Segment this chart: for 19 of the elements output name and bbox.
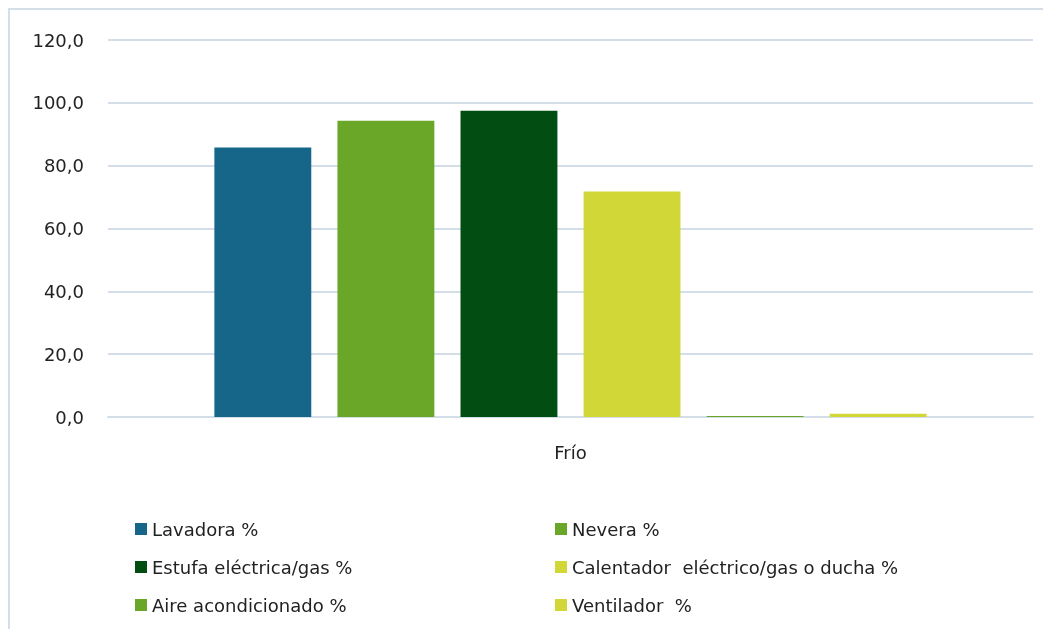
bar bbox=[214, 147, 312, 417]
y-tick-label: 40,0 bbox=[43, 280, 84, 302]
legend-label: Estufa eléctrica/gas % bbox=[152, 556, 353, 578]
bar bbox=[829, 413, 927, 417]
legend-label: Ventilador % bbox=[572, 594, 692, 616]
y-tick-label: 20,0 bbox=[43, 343, 84, 365]
y-tick-label: 60,0 bbox=[43, 218, 84, 239]
y-tick-label: 120,0 bbox=[32, 29, 84, 51]
legend-label: Calentador eléctrico/gas o ducha % bbox=[572, 556, 899, 578]
y-tick-label: 0,0 bbox=[55, 406, 84, 428]
legend-label: Aire acondicionado % bbox=[152, 594, 347, 616]
y-tick-label: 100,0 bbox=[32, 92, 84, 114]
bar bbox=[460, 110, 558, 417]
legend-label: Lavadora % bbox=[152, 518, 259, 540]
x-tick-label: Frío bbox=[554, 441, 587, 463]
bar bbox=[337, 120, 435, 417]
y-tick-label: 80,0 bbox=[43, 155, 84, 177]
legend-label: Nevera % bbox=[572, 518, 660, 540]
bar bbox=[583, 191, 681, 417]
